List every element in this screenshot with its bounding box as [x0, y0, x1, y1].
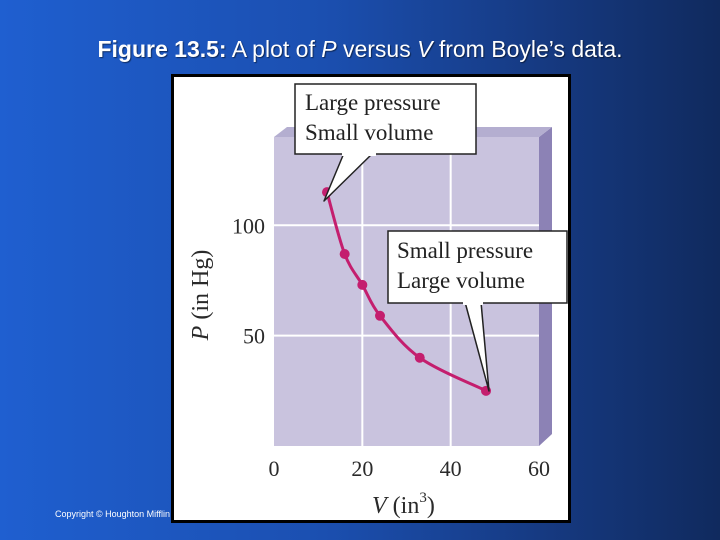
annotation-small-pressure: Small pressure Large volume	[387, 230, 568, 392]
title-text-2: versus	[336, 36, 418, 62]
annotation-line-2: Large volume	[397, 268, 525, 293]
title-text-1: A plot of	[226, 36, 322, 62]
data-curve	[325, 191, 487, 393]
series-line	[325, 191, 487, 393]
title-text-3: from Boyle’s data.	[432, 36, 623, 62]
figure-number: Figure 13.5:	[97, 36, 227, 62]
x-tick-label: 0	[269, 456, 280, 481]
annotation-line-1: Large pressure	[305, 90, 441, 115]
figure-panel: 0 20 40 60 50 100 P (in Hg) V (in3) Large pre…	[171, 74, 571, 523]
title-variable-p: P	[321, 36, 337, 62]
copyright-notice: Copyright © Houghton Mifflin	[55, 509, 171, 519]
annotation-box	[387, 230, 568, 304]
annotation-line-1: Small pressure	[397, 238, 533, 263]
boyle-chart: 0 20 40 60 50 100 P (in Hg) V (in3) Large pre…	[188, 83, 568, 519]
y-axis-label: P (in Hg)	[188, 250, 214, 342]
x-tick-label: 40	[440, 456, 462, 481]
x-axis-label: V (in3)	[372, 490, 435, 519]
y-tick-label: 50	[243, 324, 265, 349]
data-point	[375, 310, 385, 321]
slide-title: Figure 13.5: A plot of P versus V from B…	[0, 36, 720, 63]
title-variable-v: V	[417, 36, 433, 62]
annotation-large-pressure: Large pressure Small volume	[294, 83, 477, 202]
x-tick-label: 20	[351, 456, 373, 481]
annotation-line-2: Small volume	[305, 120, 433, 145]
data-point	[357, 279, 368, 290]
x-tick-label: 60	[528, 456, 550, 481]
data-point	[339, 248, 350, 259]
tick-labels: 0 20 40 60 50 100	[232, 213, 550, 481]
annotation-box	[294, 83, 477, 155]
data-point	[414, 352, 425, 363]
y-tick-label: 100	[232, 213, 265, 238]
